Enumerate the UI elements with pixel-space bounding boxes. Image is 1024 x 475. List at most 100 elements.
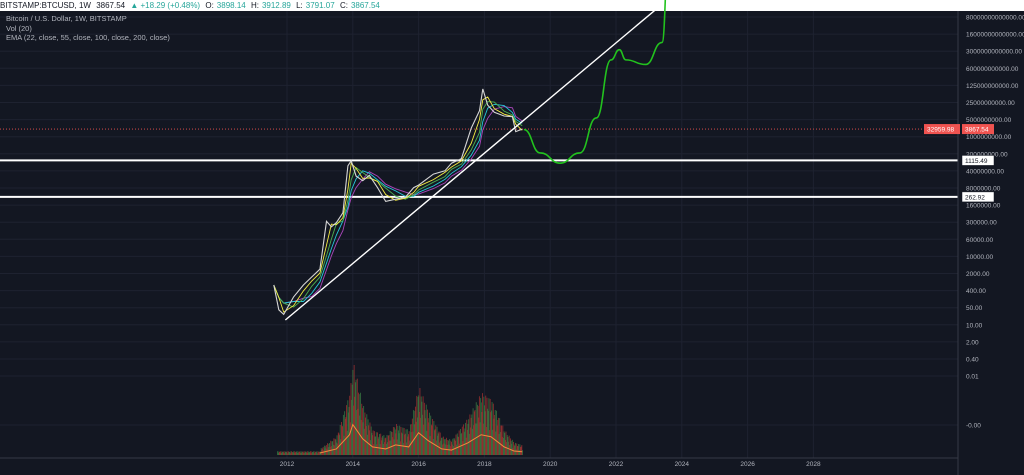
current-price-label: 3867.54 — [965, 127, 989, 134]
volume-bar — [496, 425, 498, 455]
volume-bar — [471, 414, 473, 455]
ema-22-line — [273, 96, 523, 313]
volume-bar — [348, 406, 350, 455]
volume-bar — [326, 448, 328, 455]
symbol-label[interactable]: BITSTAMP:BTCUSD, 1W — [0, 1, 91, 10]
level-price-label: 1115.49 — [965, 158, 988, 165]
volume-bar — [434, 430, 435, 455]
volume-bar — [463, 424, 465, 455]
volume-bar — [422, 414, 423, 455]
volume-bar — [342, 414, 344, 455]
volume-bar — [285, 452, 287, 455]
volume-bar — [333, 438, 335, 455]
volume-bar — [447, 440, 449, 455]
volume-bar — [482, 423, 484, 455]
volume-bar — [376, 444, 378, 455]
volume-bar — [450, 440, 452, 455]
low-label: L: — [296, 1, 303, 10]
volume-bar — [475, 402, 477, 455]
volume-bar — [279, 451, 280, 455]
volume-bar — [346, 405, 347, 455]
volume-bar — [353, 405, 354, 455]
volume-bar — [315, 452, 316, 455]
volume-bar — [318, 452, 320, 455]
volume-bar — [387, 435, 389, 455]
legend-ema[interactable]: EMA (22, close, 55, close, 100, close, 2… — [6, 33, 170, 42]
y-tick-label: 1000000000.00 — [966, 134, 1012, 141]
volume-bar — [300, 451, 302, 455]
volume-bar — [372, 435, 373, 455]
volume-bar — [449, 439, 451, 455]
volume-bar — [295, 451, 297, 455]
volume-bar — [360, 392, 361, 455]
volume-bar — [342, 426, 344, 455]
volume-bar — [283, 451, 285, 455]
volume-bar — [482, 393, 484, 455]
volume-bar — [507, 436, 509, 455]
horizontal-levels — [0, 128, 958, 198]
volume-bar — [389, 430, 391, 455]
volume-bar — [518, 444, 520, 455]
volume-bar — [494, 409, 496, 455]
volume-bar — [311, 451, 313, 455]
volume-bar — [498, 433, 500, 455]
volume-bar — [358, 392, 360, 455]
volume-bar — [409, 440, 411, 455]
volume-bar — [486, 397, 488, 455]
legend-volume[interactable]: Vol (20) — [6, 23, 32, 33]
volume-bar — [361, 403, 363, 455]
volume-bar — [435, 440, 437, 455]
volume-bar — [366, 434, 368, 455]
volume-bar — [452, 438, 454, 455]
volume-bar — [404, 434, 406, 455]
volume-bar — [349, 422, 351, 455]
legend-title[interactable]: Bitcoin / U.S. Dollar, 1W, BITSTAMP — [6, 14, 127, 23]
volume-bar — [494, 414, 496, 455]
volume-bar — [354, 396, 356, 455]
volume-bar — [361, 408, 363, 455]
volume-bar — [473, 425, 475, 455]
volume-bar — [447, 439, 449, 455]
volume-bar — [280, 453, 282, 455]
volume-bar — [465, 437, 467, 455]
y-tick-label: 10000.00 — [966, 254, 993, 261]
volume-bar — [347, 400, 349, 455]
volume-bar — [280, 451, 282, 455]
open-value: 3898.14 — [216, 1, 246, 10]
volume-bar — [391, 431, 392, 455]
volume-bar — [378, 436, 380, 455]
volume-bar — [323, 445, 325, 455]
volume-bar — [520, 446, 522, 455]
volume-bar — [461, 426, 463, 455]
volume-bar — [453, 437, 455, 455]
level-price-label: 262.92 — [965, 194, 985, 201]
volume-bar — [373, 444, 375, 455]
volume-bar — [458, 430, 460, 455]
x-tick-label: 2016 — [411, 461, 426, 468]
volume-bar — [380, 433, 382, 455]
volume-bar — [341, 421, 342, 455]
volume-bar — [287, 453, 289, 455]
volume-bar — [510, 440, 512, 455]
projection-curve — [523, 0, 667, 164]
volume-pane — [277, 365, 523, 455]
volume-bar — [325, 446, 327, 455]
countdown-tag — [924, 124, 960, 135]
volume-bar — [460, 433, 462, 455]
volume-bar — [377, 438, 379, 455]
volume-bar — [330, 440, 332, 455]
volume-bar — [463, 431, 465, 455]
volume-bar — [382, 435, 384, 455]
volume-bar — [365, 417, 366, 455]
volume-bar — [480, 398, 482, 455]
x-tick-label: 2012 — [280, 461, 295, 468]
volume-bar — [484, 411, 486, 455]
volume-bar — [294, 451, 296, 455]
volume-bar — [496, 410, 497, 455]
volume-bar — [444, 439, 446, 455]
volume-bar — [306, 451, 308, 455]
volume-bar — [432, 419, 434, 455]
volume-bar — [290, 453, 292, 455]
volume-bar — [397, 430, 399, 455]
